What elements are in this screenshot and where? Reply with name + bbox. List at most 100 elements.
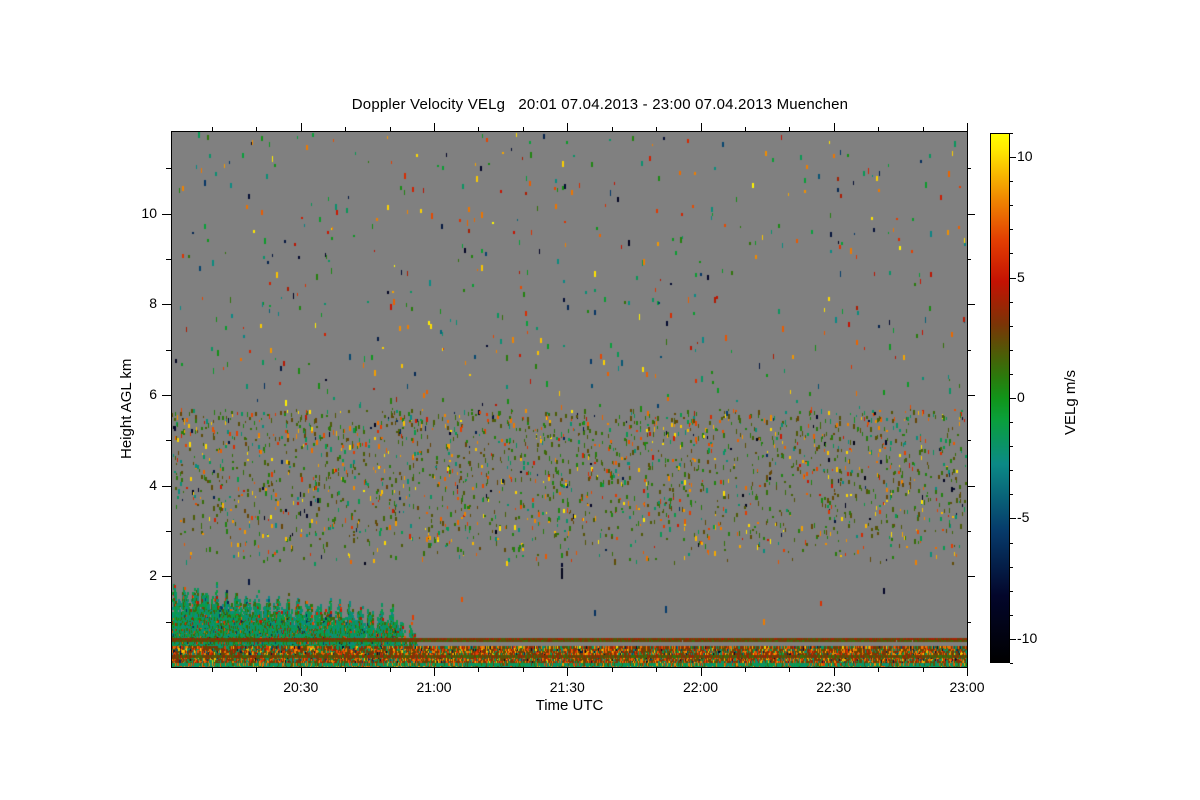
x-axis-tick <box>923 127 924 131</box>
y-axis-tick <box>162 304 171 305</box>
colorbar-tick <box>1010 350 1013 351</box>
x-axis-tick <box>390 667 391 672</box>
x-axis-tick <box>967 667 968 676</box>
x-axis-tick <box>923 667 924 672</box>
y-axis-tick <box>967 304 975 305</box>
y-axis-tick <box>967 395 975 396</box>
x-axis-tick <box>967 123 968 131</box>
x-axis-tick <box>212 667 213 672</box>
colorbar-tick <box>1010 567 1013 568</box>
x-axis-tick <box>434 667 435 676</box>
x-axis-tick <box>301 667 302 676</box>
x-axis-tick <box>789 127 790 131</box>
y-axis-tick <box>967 214 975 215</box>
x-axis-tick <box>745 667 746 672</box>
x-axis-tick <box>878 667 879 672</box>
y-axis-tick <box>166 350 171 351</box>
colorbar-tick <box>1010 229 1013 230</box>
colorbar-tick <box>1010 470 1013 471</box>
colorbar-tick <box>1010 302 1013 303</box>
colorbar-title: VELg m/s <box>1062 369 1079 435</box>
y-tick-label: 6 <box>149 385 157 402</box>
colorbar-tick-label: 10 <box>1017 148 1033 165</box>
y-axis-tick <box>967 576 975 577</box>
x-axis-tick <box>345 127 346 131</box>
colorbar-tick <box>1010 374 1013 375</box>
y-axis-tick <box>967 531 971 532</box>
colorbar-tick <box>1010 663 1013 664</box>
colorbar-tick <box>1010 543 1013 544</box>
colorbar-tick-label: 5 <box>1017 268 1025 285</box>
y-axis-tick <box>967 440 971 441</box>
colorbar-tick <box>1010 518 1016 519</box>
y-axis-tick <box>166 440 171 441</box>
x-axis-tick <box>612 127 613 131</box>
colorbar-tick <box>1010 591 1013 592</box>
colorbar-tick <box>1010 253 1013 254</box>
x-axis-tick <box>567 667 568 676</box>
colorbar-tick-label: 0 <box>1017 389 1025 405</box>
y-tick-label: 10 <box>141 204 157 221</box>
y-axis-tick <box>166 622 171 623</box>
x-tick-label: 21:30 <box>549 679 585 695</box>
colorbar-tick <box>1010 398 1016 399</box>
heatmap-plot-area <box>171 131 968 668</box>
x-axis-tick <box>345 667 346 672</box>
colorbar-tick <box>1010 446 1013 447</box>
x-axis-tick <box>478 127 479 131</box>
y-axis-tick <box>967 486 975 487</box>
y-tick-label: 2 <box>149 567 157 584</box>
colorbar-tick <box>1010 205 1013 206</box>
x-axis-tick <box>834 123 835 131</box>
y-tick-label: 4 <box>149 476 157 493</box>
x-tick-label: 21:00 <box>416 679 452 695</box>
x-axis-tick <box>256 127 257 131</box>
page-title: Doppler Velocity VELg 20:01 07.04.2013 -… <box>351 96 849 113</box>
x-axis-tick <box>789 667 790 672</box>
colorbar <box>990 133 1010 663</box>
x-axis-tick <box>478 667 479 672</box>
x-axis-tick <box>390 127 391 131</box>
x-axis-tick <box>212 127 213 131</box>
colorbar-tick <box>1010 615 1013 616</box>
y-axis-tick <box>166 168 171 169</box>
x-axis-tick <box>878 127 879 131</box>
colorbar-tick <box>1010 422 1013 423</box>
colorbar-tick-label: -5 <box>1017 509 1030 526</box>
y-tick-label: 8 <box>149 295 157 312</box>
y-axis-tick <box>967 350 971 351</box>
y-axis-tick <box>166 531 171 532</box>
y-axis-title: Height AGL km <box>118 358 135 459</box>
x-axis-tick <box>301 123 302 131</box>
x-axis-tick <box>567 123 568 131</box>
colorbar-tick-label: -10 <box>1017 629 1038 646</box>
x-axis-tick <box>656 667 657 672</box>
colorbar-tick <box>1010 157 1016 158</box>
y-axis-tick <box>166 259 171 260</box>
y-axis-tick <box>162 576 171 577</box>
colorbar-tick <box>1010 133 1013 134</box>
x-axis-tick <box>434 123 435 131</box>
y-axis-tick <box>967 259 971 260</box>
y-axis-tick <box>162 214 171 215</box>
x-axis-tick <box>656 127 657 131</box>
x-axis-tick <box>701 123 702 131</box>
x-axis-title: Time UTC <box>535 697 604 714</box>
colorbar-tick <box>1010 181 1013 182</box>
x-axis-tick <box>523 667 524 672</box>
y-axis-tick <box>967 168 971 169</box>
x-axis-tick <box>523 127 524 131</box>
x-axis-tick <box>256 667 257 672</box>
x-tick-label: 22:00 <box>682 679 719 695</box>
colorbar-tick <box>1010 326 1013 327</box>
x-tick-label: 22:30 <box>816 679 852 695</box>
colorbar-tick <box>1010 278 1016 279</box>
colorbar-tick <box>1010 494 1013 495</box>
x-tick-label: 23:00 <box>949 679 985 695</box>
y-axis-tick <box>967 622 971 623</box>
colorbar-tick <box>1010 639 1016 640</box>
x-tick-label: 20:30 <box>283 679 319 695</box>
x-axis-tick <box>701 667 702 676</box>
x-axis-tick <box>745 127 746 131</box>
